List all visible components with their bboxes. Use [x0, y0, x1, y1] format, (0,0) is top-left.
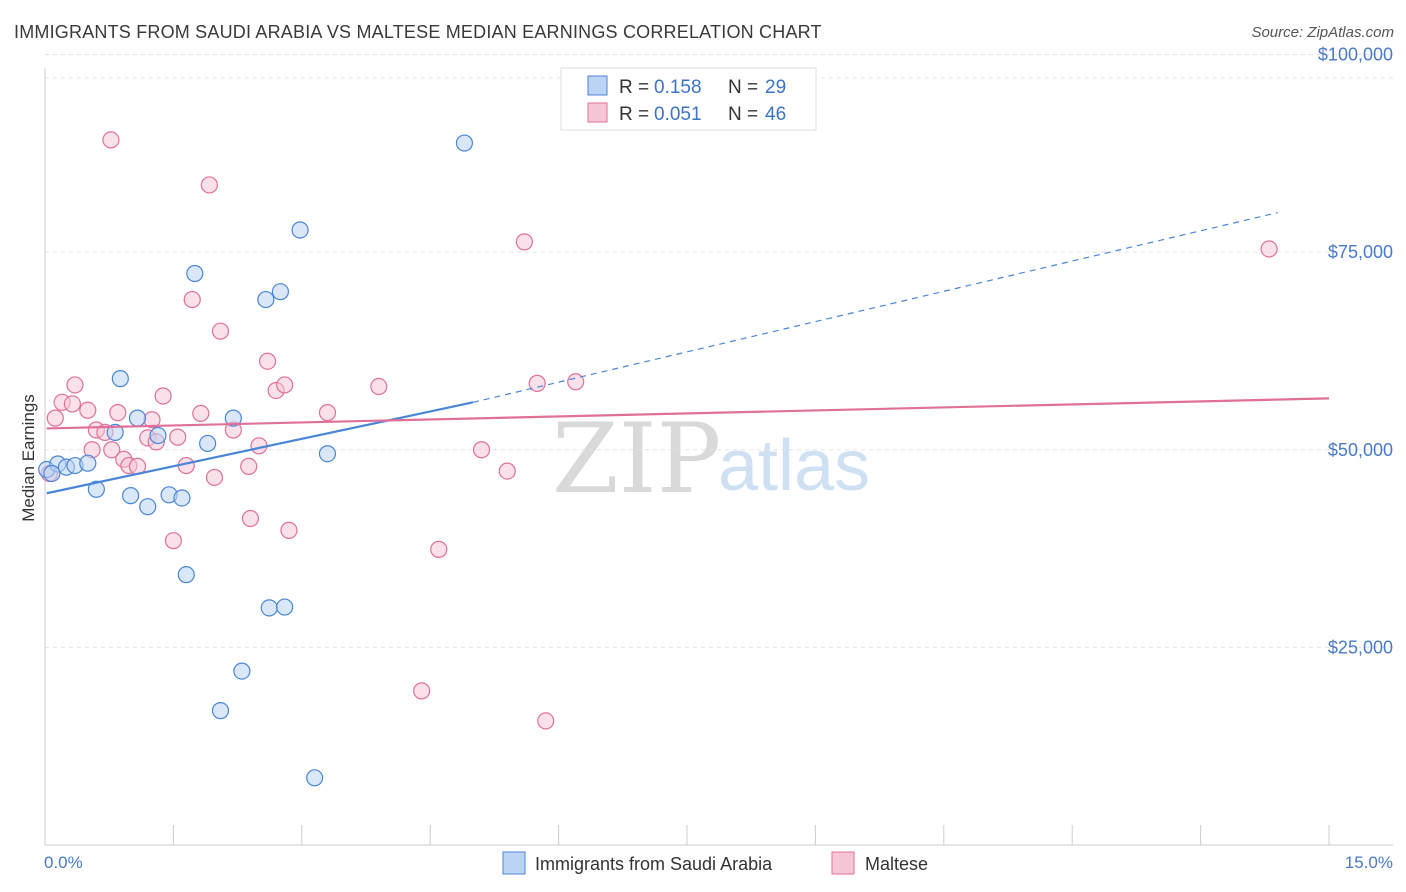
legend-r-value-maltese: 0.051 — [654, 104, 702, 125]
maltese-point — [258, 352, 277, 370]
maltese-point — [103, 441, 121, 459]
source-credit: Source: ZipAtlas.com — [1251, 24, 1394, 41]
legend-r-label-saudi: R = — [619, 77, 649, 98]
y-tick-label: $75,000 — [1328, 242, 1393, 262]
axes — [44, 68, 1393, 846]
saudi-point — [79, 454, 97, 472]
saudi-point — [260, 599, 278, 617]
legend-swatch-maltese — [587, 102, 608, 123]
saudi-point — [291, 221, 309, 239]
series-legend-label-maltese: Maltese — [865, 854, 928, 874]
stats-legend: R = 0.158 N = 29 R = 0.051 N = 46 — [560, 67, 817, 131]
saudi-point — [139, 498, 157, 516]
x-tick-label-min: 0.0% — [44, 853, 83, 872]
legend-r-value-saudi: 0.158 — [654, 77, 702, 98]
y-axis-label: Median Earnings — [19, 394, 38, 522]
maltese-point — [200, 176, 218, 194]
saudi-point — [173, 489, 191, 507]
maltese-point — [413, 682, 431, 700]
legend-r-label-maltese: R = — [619, 104, 649, 125]
maltese-point — [537, 712, 555, 730]
maltese-point — [276, 376, 294, 394]
saudi-point — [455, 134, 474, 152]
maltese-point — [211, 322, 230, 340]
maltese-point — [79, 401, 97, 419]
series-legend-swatch-saudi — [502, 851, 526, 875]
saudi-point — [271, 283, 289, 301]
saudi-point — [306, 769, 324, 787]
maltese-point — [515, 233, 533, 251]
maltese-point — [63, 395, 81, 413]
maltese-point — [169, 428, 187, 446]
chart-title: IMMIGRANTS FROM SAUDI ARABIA VS MALTESE … — [14, 22, 822, 42]
saudi-point — [122, 487, 140, 505]
saudi-point — [233, 662, 251, 680]
watermark-zip: ZIP — [552, 403, 721, 515]
x-tick-label-max: 15.0% — [1345, 853, 1393, 872]
saudi-point — [111, 370, 129, 388]
saudi-point — [43, 464, 61, 483]
saudi-point — [149, 426, 167, 445]
saudi-point — [128, 409, 147, 427]
legend-n-value-maltese: 46 — [765, 104, 786, 125]
saudi-point — [199, 434, 217, 453]
maltese-point — [183, 290, 201, 309]
y-tick-labels: $25,000 $50,000 $75,000 $100,000 — [1318, 45, 1393, 658]
legend-n-label-maltese: N = — [728, 104, 758, 125]
series-legend-swatch-maltese — [831, 851, 855, 875]
saudi-point — [106, 423, 124, 441]
y-tick-label: $100,000 — [1318, 45, 1393, 65]
watermark-atlas: atlas — [718, 426, 870, 506]
saudi-trend-line — [46, 401, 474, 495]
saudi-trend-extension — [472, 212, 1278, 403]
saudi-point — [177, 566, 195, 584]
y-tick-label: $50,000 — [1328, 440, 1393, 460]
gridlines — [45, 54, 1393, 648]
series-legend: Immigrants from Saudi Arabia Maltese — [502, 851, 928, 875]
maltese-point — [528, 374, 546, 392]
y-tick-label: $25,000 — [1328, 637, 1393, 657]
maltese-trend-line — [46, 397, 1330, 430]
legend-swatch-saudi — [587, 75, 608, 96]
maltese-point — [318, 404, 337, 422]
maltese-point — [46, 409, 64, 427]
trend-lines — [46, 212, 1330, 495]
maltese-point — [1260, 240, 1278, 258]
maltese-point — [498, 462, 516, 480]
maltese-point — [102, 131, 120, 149]
maltese-point — [192, 404, 210, 422]
saudi-point — [87, 480, 105, 498]
maltese-point — [472, 441, 491, 459]
saudi-point — [186, 264, 204, 283]
maltese-point — [109, 404, 127, 422]
saudi-point — [211, 702, 230, 720]
maltese-point — [205, 468, 224, 487]
saudi-point — [224, 409, 242, 427]
legend-n-label-saudi: N = — [728, 77, 758, 98]
series-legend-label-saudi: Immigrants from Saudi Arabia — [535, 854, 773, 874]
maltese-point — [280, 521, 298, 539]
maltese-point — [164, 532, 182, 550]
saudi-point — [257, 290, 275, 309]
saudi-points — [38, 134, 474, 787]
maltese-point — [66, 376, 84, 394]
saudi-point — [276, 598, 294, 616]
x-ticks — [44, 825, 1330, 845]
maltese-point — [430, 540, 448, 558]
maltese-point — [241, 509, 260, 528]
maltese-point — [567, 373, 585, 391]
legend-n-value-saudi: 29 — [765, 77, 786, 98]
maltese-point — [154, 387, 172, 405]
saudi-point — [318, 445, 337, 463]
maltese-point — [370, 377, 388, 396]
maltese-point — [240, 457, 258, 475]
